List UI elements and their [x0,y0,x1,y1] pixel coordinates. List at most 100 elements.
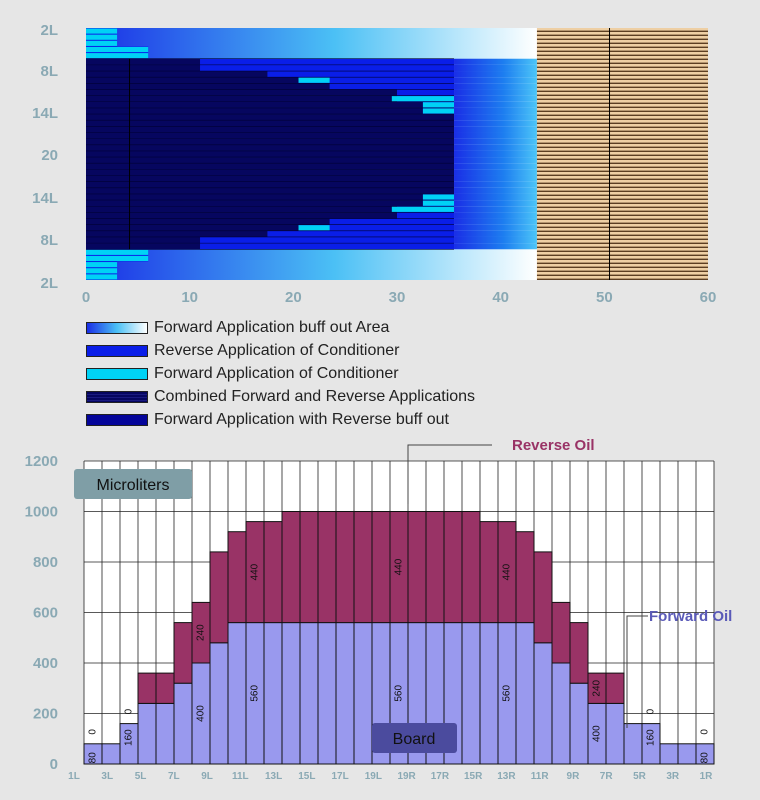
forward-oil-bar [695,743,715,765]
bar-value-label: 400 [592,725,603,742]
bar-value-label: 560 [250,685,261,702]
x-tick-label: 9R [567,771,581,782]
forward-oil-bar [137,702,157,765]
reverse-row [200,236,455,244]
buff-row [454,175,537,182]
forward-oil-callout-line [626,615,648,728]
reverse-row [267,230,455,237]
buff-row [454,126,537,133]
forward-oil-bar [173,682,193,765]
bar-value-label: 440 [250,563,261,580]
buff-row [454,120,537,127]
application-map-chart: 2L 8L 14L 20 14L 8L 2L 0 10 20 30 40 50 60 [32,22,716,306]
combined-row [86,89,455,96]
y-axis-ticks: 0 200 400 600 800 1000 1200 [25,453,58,773]
legend-label: Forward Application of Conditioner [154,364,399,382]
x-tick-label: 3R [666,771,680,782]
buff-row [454,150,537,158]
reverse-oil-bar [317,511,337,624]
forward-oil-bar [353,622,373,765]
y-tick-label: 0 [50,756,58,773]
gradient-swatch [86,321,148,334]
x-tick-label: 13L [265,771,282,782]
forward-row [86,274,118,280]
forward-reverse-buff-swatch [86,413,148,426]
reverse-oil-bar [335,511,355,624]
combined-row [86,101,455,108]
forward-oil-bar [605,702,625,765]
x-tick-label: 50 [596,289,613,306]
legend-item-combined: Combined Forward and Reverse Application… [86,385,475,408]
x-tick-label: 17R [431,771,450,782]
forward-oil-label: Forward Oil [649,608,732,625]
bar-value-label: 240 [592,679,603,696]
forward-row [422,194,455,200]
buff-row [454,224,537,231]
forward-row [422,108,455,114]
reverse-oil-bar [569,622,589,684]
forward-oil-bar [569,682,589,765]
reverse-row [200,243,455,250]
board-label: Board [393,731,436,748]
buff-row [454,163,537,170]
bar-labels: 80 0 160 0 400 240 560 440 560 440 560 440 400 240 160… [88,558,711,763]
x-tick-label: 5L [135,771,147,782]
forward-row [298,77,330,83]
buff-row [454,83,537,90]
x-tick-label: 7L [168,771,180,782]
forward-oil-bar [533,642,553,765]
reverse-oil-bar [209,551,229,644]
x-tick-label: 11R [531,771,550,782]
reverse-oil-bar [137,672,157,704]
bar-value-label: 440 [394,558,405,575]
reverse-oil-bar [479,521,499,624]
x-tick-label: 15R [464,771,483,782]
x-tick-label: 11L [232,771,249,782]
buff-row [454,200,537,207]
combined-row [86,163,455,170]
buff-row [454,114,537,121]
x-tick-label: 1L [68,771,80,782]
reverse-row [200,58,455,65]
forward-row [391,96,455,102]
bar-value-label: 560 [394,685,405,702]
combined-row [86,126,455,133]
heatmap-area [86,28,708,280]
reverse-oil-bar [515,531,535,624]
forward-row [86,262,118,268]
buff-row [454,95,537,102]
bar-value-label: 80 [88,752,99,764]
x-tick-label: 13R [497,771,516,782]
y-tick-label: 2L [40,22,58,39]
forward-oil-bar [623,723,643,765]
forward-oil-bar [659,743,679,765]
forward-oil-bar [317,622,337,765]
reverse-oil-bar [407,511,427,624]
forward-row [422,200,455,206]
combined-row [86,200,455,207]
legend-label: Forward Application with Reverse buff ou… [154,410,449,428]
forward-row [86,249,149,255]
reverse-row [329,218,455,225]
microliters-label: Microliters [97,477,170,494]
y-tick-label: 20 [41,147,58,164]
buff-row [454,206,537,213]
combined-swatch [86,390,148,403]
y-tick-label: 600 [33,605,58,622]
reverse-oil-bar [461,511,481,624]
x-axis-ticks: 1L 3L 5L 7L 9L 11L 13L 15L 17L 19L 19R 17R 15R 13R 11R… [68,771,713,782]
combined-row [86,138,455,145]
x-tick-label: 5R [633,771,647,782]
buff-row [454,64,537,72]
forward-oil-bar [209,642,229,765]
buff-row [454,107,537,115]
combined-row [86,212,455,219]
buff-row [454,144,537,151]
y-tick-label: 8L [40,232,58,249]
buff-row [454,243,537,250]
combined-row [86,132,455,139]
legend-label: Reverse Application of Conditioner [154,341,400,359]
combined-row [86,150,455,158]
buff-row [454,236,537,244]
